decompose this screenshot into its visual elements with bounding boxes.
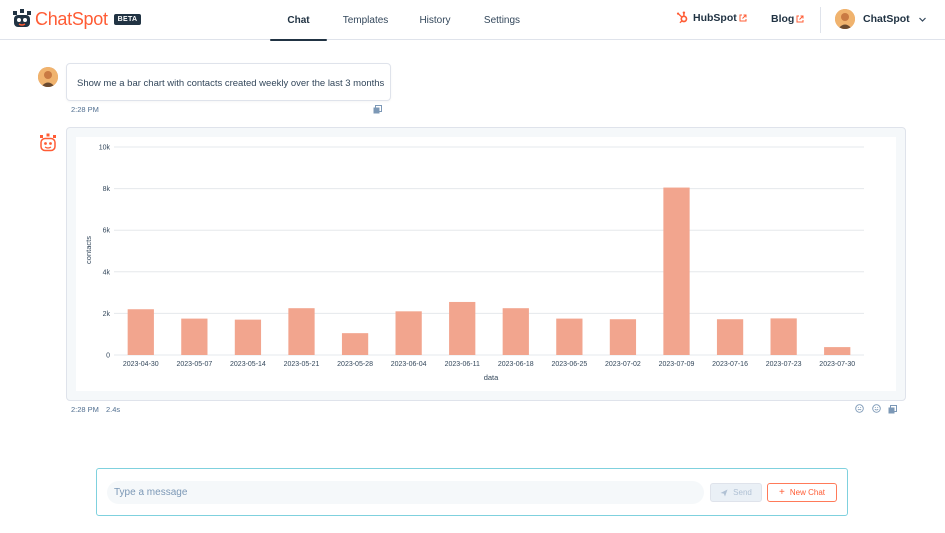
user-message-bubble: Show me a bar chart with contacts create… [66, 63, 391, 101]
x-tick-label: 2023-06-18 [498, 361, 534, 368]
top-header: ChatSpot BETA Chat Templates History Set… [0, 0, 945, 41]
account-menu[interactable]: ChatSpot [835, 9, 927, 29]
bar-2023-05-21[interactable] [288, 308, 315, 355]
bar-2023-06-18[interactable] [502, 308, 529, 355]
user-message-time: 2:28 PM [71, 105, 99, 114]
bar-2023-07-02[interactable] [609, 319, 637, 355]
bar-chart-svg: 0 2k 4k 6k 8k 10k 2023-04-30 2023-05-07 2023-05… [84, 145, 864, 382]
y-axis-label: contacts [84, 236, 93, 264]
bot-message-time: 2:28 PM [71, 405, 99, 414]
chatspot-logo-icon [13, 9, 31, 27]
copy-icon[interactable] [888, 405, 897, 414]
tab-templates[interactable]: Templates [342, 14, 389, 26]
tab-settings[interactable]: Settings [483, 14, 521, 26]
bar-2023-07-16[interactable] [716, 319, 744, 355]
x-tick-label: 2023-07-16 [712, 361, 748, 368]
bar-2023-05-07[interactable] [181, 318, 208, 355]
thumbs-down-icon[interactable] [855, 404, 864, 413]
chatspot-logo[interactable]: ChatSpot BETA [11, 8, 142, 30]
blog-link[interactable]: Blog [771, 13, 804, 25]
bar-2023-06-04[interactable] [395, 311, 422, 355]
x-tick-label: 2023-07-30 [819, 361, 855, 368]
external-link-icon [739, 14, 747, 21]
header-divider [820, 7, 821, 33]
x-tick-label: 2023-07-09 [659, 361, 695, 368]
new-chat-button-label: New Chat [789, 488, 825, 497]
chevron-down-icon [918, 17, 926, 22]
bar-2023-06-25[interactable] [556, 318, 583, 355]
thumbs-up-icon[interactable] [872, 404, 881, 413]
x-tick-label: 2023-05-14 [230, 361, 266, 368]
external-link-icon [796, 15, 804, 23]
bar-chart: 0 2k 4k 6k 8k 10k 2023-04-30 2023-05-07 2023-05… [76, 137, 896, 391]
avatar [835, 9, 855, 29]
bot-response-duration: 2.4s [106, 405, 121, 414]
send-icon [720, 489, 728, 496]
y-tick-label: 10k [99, 145, 111, 152]
beta-badge: BETA [113, 13, 142, 25]
x-axis-label: data [484, 373, 499, 382]
main-nav: Chat Templates History Settings [270, 0, 538, 41]
tab-chat[interactable]: Chat [270, 0, 327, 41]
bar-2023-06-11[interactable] [449, 301, 476, 355]
y-tick-label: 2k [103, 311, 111, 318]
x-tick-label: 2023-07-02 [605, 361, 641, 368]
bar-2023-04-30[interactable] [127, 309, 154, 355]
x-tick-label: 2023-06-25 [551, 361, 587, 368]
brand-name: ChatSpot [35, 8, 108, 29]
x-tick-label: 2023-07-23 [766, 361, 802, 368]
message-input[interactable] [107, 481, 704, 504]
x-tick-label: 2023-05-21 [284, 361, 320, 368]
new-chat-button[interactable]: + New Chat [767, 483, 837, 502]
bar-2023-07-30[interactable] [824, 347, 851, 355]
y-tick-label: 6k [103, 228, 111, 235]
bar-2023-05-28[interactable] [341, 333, 369, 355]
x-tick-label: 2023-06-04 [391, 361, 427, 368]
send-button-label: Send [733, 488, 752, 497]
blog-link-label: Blog [771, 13, 795, 25]
y-tick-label: 4k [103, 269, 111, 276]
account-name: ChatSpot [863, 13, 910, 25]
user-avatar [38, 67, 58, 87]
hubspot-link[interactable]: HubSpot [676, 11, 747, 24]
copy-icon[interactable] [373, 105, 382, 114]
x-tick-label: 2023-04-30 [123, 361, 159, 368]
y-tick-label: 8k [103, 186, 111, 193]
hubspot-link-label: HubSpot [693, 11, 737, 24]
hubspot-sprocket-icon [676, 11, 688, 24]
x-tick-label: 2023-06-11 [445, 361, 480, 368]
x-tick-label: 2023-05-28 [337, 361, 373, 368]
chatspot-bot-icon [40, 133, 56, 152]
plus-icon: + [779, 486, 785, 498]
y-tick-label: 0 [106, 353, 110, 360]
bar-2023-07-09[interactable] [663, 187, 690, 355]
bar-2023-07-23[interactable] [770, 318, 797, 355]
tab-history[interactable]: History [419, 14, 451, 26]
x-tick-label: 2023-05-07 [176, 361, 212, 368]
send-button[interactable]: Send [710, 483, 762, 502]
bar-2023-05-14[interactable] [234, 319, 262, 355]
